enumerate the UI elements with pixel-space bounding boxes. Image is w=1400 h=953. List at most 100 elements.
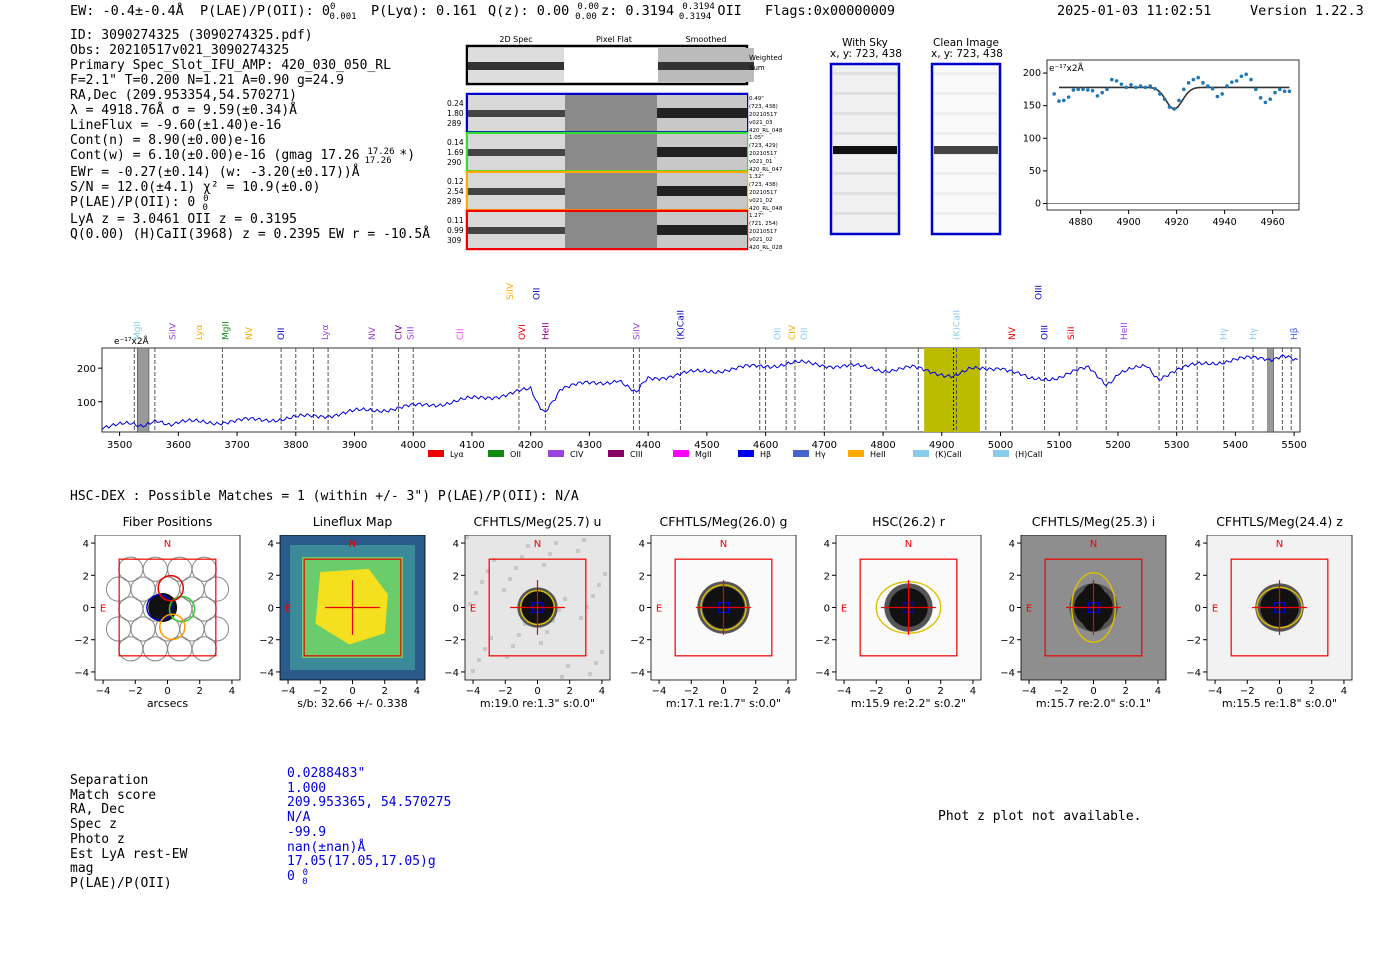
legend-label: Hβ xyxy=(760,450,771,459)
cutout-xtick-label: 0 xyxy=(1090,686,1096,697)
cutout-title: CFHTLS/Meg(25.7) u xyxy=(473,514,602,529)
line-marker-label: MgII xyxy=(221,321,231,340)
zoom-data-point xyxy=(1167,105,1172,109)
spec-xtick-label: 4500 xyxy=(694,440,719,451)
match-label: Est LyA rest-EW xyxy=(70,846,188,862)
line-marker-label: HeII xyxy=(541,322,551,340)
cutout-xtick-label: 2 xyxy=(1309,686,1315,697)
info-line: P(LAE)/P(OII): 0 00 xyxy=(70,194,209,213)
zoom-data-point xyxy=(1172,107,1176,111)
spec-xtick-label: 5300 xyxy=(1164,440,1189,451)
cutout-xtick-label: 2 xyxy=(1123,686,1129,697)
zoom-data-point xyxy=(1158,92,1162,96)
spec2d-right-label: 1.27" xyxy=(749,213,764,219)
line-marker-label: CIV xyxy=(395,324,405,340)
spec2d-left-label: 0.12 xyxy=(447,177,464,186)
cutout-ytick-label: −2 xyxy=(74,636,89,647)
cutout-xtick-label: 0 xyxy=(1276,686,1282,697)
spec2d-right-label: 20210517 xyxy=(749,112,777,118)
search-box xyxy=(1044,558,1143,657)
cutout-footer: m:15.9 re:2.2" s:0.2" xyxy=(850,697,967,710)
cutout-ytick-label: 0 xyxy=(639,604,645,615)
info-line: Cont(n) = 8.90(±0.00)e-16 xyxy=(70,133,266,148)
pixel-flat-stamp xyxy=(565,212,657,248)
noise-pixel xyxy=(591,594,595,598)
noise-pixel xyxy=(566,664,570,668)
zoom-data-point xyxy=(1254,87,1258,92)
spec-xtick-label: 4400 xyxy=(635,440,660,451)
search-box xyxy=(859,558,958,657)
spec2d-right-label: 20210517 xyxy=(749,229,777,235)
line-marker-label: (K)CaII xyxy=(952,310,962,340)
match-label: Spec z xyxy=(70,817,117,833)
cutout-image: N E −4 4 −2 2 0 0 2 −2 4 −4 xyxy=(630,535,797,697)
noise-pixel xyxy=(514,566,518,570)
legend-label: MgII xyxy=(695,450,712,459)
cutout-ytick-label: −2 xyxy=(1186,636,1201,647)
cutout-image: N E −4 4 −2 2 0 0 2 −2 4 −4 xyxy=(1000,535,1167,697)
noise-pixel xyxy=(542,563,546,567)
noise-pixel xyxy=(526,544,530,548)
sky-row xyxy=(934,192,998,195)
match-value: 1.000 xyxy=(287,780,327,796)
sky-row xyxy=(934,212,998,215)
legend-swatch xyxy=(548,450,564,457)
spec2d-right-label: v021_01 xyxy=(749,159,773,165)
cutout-ytick-label: 4 xyxy=(1195,539,1201,550)
spec2d-col-title: Pixel Flat xyxy=(596,35,632,44)
spec-xtick-label: 3500 xyxy=(107,440,132,451)
legend-label: Hγ xyxy=(815,450,826,459)
cutout-xtick-label: 2 xyxy=(567,686,573,697)
zoom-data-point xyxy=(1066,95,1071,99)
cutout-footer: m:17.1 re:1.7" s:0.0" xyxy=(665,697,782,710)
zoom-data-point xyxy=(1100,90,1104,95)
weighted-trace xyxy=(658,62,754,70)
north-label: N xyxy=(164,539,171,550)
line-marker-label: (K)CaII xyxy=(676,310,686,340)
weighted-sum-label: Weighted xyxy=(749,54,782,62)
zoom-spectrum-plot: 4880 4900 4920 4940 4960 0 50 100 150 200 e⁻¹⁷x2Å xyxy=(1023,59,1300,228)
noise-pixel xyxy=(502,588,506,592)
cutout-ytick-label: 2 xyxy=(268,571,274,582)
cutout-ytick-label: −4 xyxy=(259,668,274,679)
info-line: Cont(w) = 6.10(±0.00)e-16 (gmag 17.26 17… xyxy=(70,147,416,166)
match-value: N/A xyxy=(287,810,311,826)
cutout-ytick-label: −2 xyxy=(444,636,459,647)
spec-scale-label: e⁻¹⁷x2Å xyxy=(114,335,150,347)
spec2d-left-label: 1.80 xyxy=(447,109,464,118)
line-marker-label: OII xyxy=(773,328,783,340)
smoothed-trace xyxy=(657,225,747,235)
cutout-xtick-label: 2 xyxy=(753,686,759,697)
spec2d-left-label: 309 xyxy=(447,236,462,245)
noise-pixel xyxy=(579,616,583,620)
cutout-xtick-label: −2 xyxy=(869,686,884,697)
legend-label: CIII xyxy=(630,450,643,459)
header-version: Version 1.22.3 xyxy=(1250,3,1364,19)
match-label: Separation xyxy=(70,773,149,788)
cutout-footer: m:19.0 re:1.3" s:0.0" xyxy=(479,697,596,710)
cutout-xtick-label: 4 xyxy=(414,686,420,697)
line-marker-label: OII xyxy=(533,288,543,300)
header-ew: EW: -0.4±-0.4Å xyxy=(70,3,184,19)
line-marker-label: CIV xyxy=(788,324,798,340)
zoom-xtick-label: 4900 xyxy=(1117,217,1141,228)
zoom-ytick-label: 50 xyxy=(1029,166,1041,177)
fiber-circle xyxy=(105,576,132,602)
info-line: Obs: 20210517v021_3090274325 xyxy=(70,43,290,58)
spec2d-right-label: (723, 438) xyxy=(749,182,778,188)
fiber-circle xyxy=(203,616,230,642)
hsc-summary: HSC-DEX : Possible Matches = 1 (within +… xyxy=(70,489,579,504)
zoom-data-point xyxy=(1278,87,1282,92)
cutout-footer: m:15.7 re:2.0" s:0.1" xyxy=(1035,697,1152,710)
cutout-ytick-label: 2 xyxy=(1195,571,1201,582)
zoom-data-point xyxy=(1263,100,1268,105)
zoom-data-point xyxy=(1201,81,1205,85)
match-value: -99.9 xyxy=(287,824,327,840)
zoom-data-point xyxy=(1105,87,1109,92)
noise-pixel xyxy=(520,555,524,559)
line-marker-label: HeII xyxy=(1120,322,1130,340)
cutout-title: CFHTLS/Meg(26.0) g xyxy=(659,514,788,529)
cutout-ytick-label: 4 xyxy=(1009,539,1015,550)
line-marker-label: SiII xyxy=(1067,326,1077,340)
noise-pixel xyxy=(539,641,543,645)
